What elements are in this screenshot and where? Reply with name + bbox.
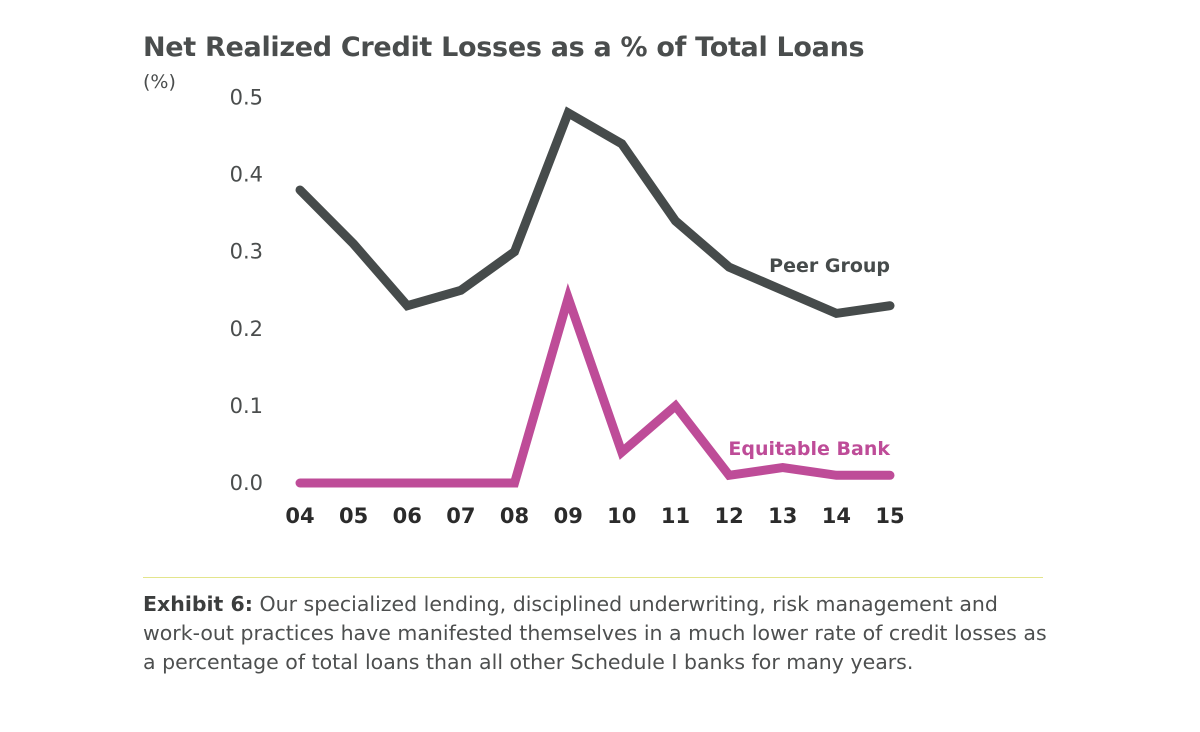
y-tick-label: 0.4 — [230, 163, 263, 187]
x-tick-label: 10 — [607, 504, 636, 528]
y-axis-ticks: 0.0 0.1 0.2 0.3 0.4 0.5 — [230, 86, 263, 496]
x-tick-label: 11 — [661, 504, 690, 528]
x-axis-ticks: 04 05 06 07 08 09 10 11 12 13 14 15 — [285, 504, 904, 528]
x-tick-label: 04 — [285, 504, 314, 528]
x-tick-label: 14 — [822, 504, 851, 528]
peer-group-label: Peer Group — [769, 255, 890, 277]
exhibit-caption: Exhibit 6: Our specialized lending, disc… — [143, 590, 1048, 677]
exhibit-label: Exhibit 6: — [143, 592, 253, 616]
y-tick-label: 0.3 — [230, 240, 263, 264]
x-tick-label: 05 — [339, 504, 368, 528]
y-tick-label: 0.5 — [230, 86, 263, 110]
series-lines — [295, 106, 895, 488]
series-labels: Peer Group Equitable Bank — [728, 255, 890, 460]
y-tick-label: 0.2 — [230, 317, 263, 341]
peer-group-line — [295, 106, 895, 319]
x-tick-label: 13 — [768, 504, 797, 528]
x-tick-label: 15 — [875, 504, 904, 528]
equitable-bank-label: Equitable Bank — [728, 438, 890, 460]
x-tick-label: 06 — [393, 504, 422, 528]
exhibit-text: Our specialized lending, disciplined und… — [143, 592, 1047, 674]
line-chart: (%) 0.0 0.1 0.2 0.3 0.4 0.5 04 05 06 07 08 09 10 11 1… — [143, 71, 905, 528]
caption-divider — [143, 577, 1043, 578]
x-tick-label: 09 — [554, 504, 583, 528]
x-tick-label: 08 — [500, 504, 529, 528]
y-axis-unit-label: (%) — [143, 71, 176, 93]
x-tick-label: 12 — [714, 504, 743, 528]
y-tick-label: 0.1 — [230, 394, 263, 418]
y-tick-label: 0.0 — [230, 471, 263, 495]
chart-title: Net Realized Credit Losses as a % of Tot… — [143, 32, 865, 63]
x-tick-label: 07 — [446, 504, 475, 528]
equitable-bank-line — [295, 283, 895, 488]
